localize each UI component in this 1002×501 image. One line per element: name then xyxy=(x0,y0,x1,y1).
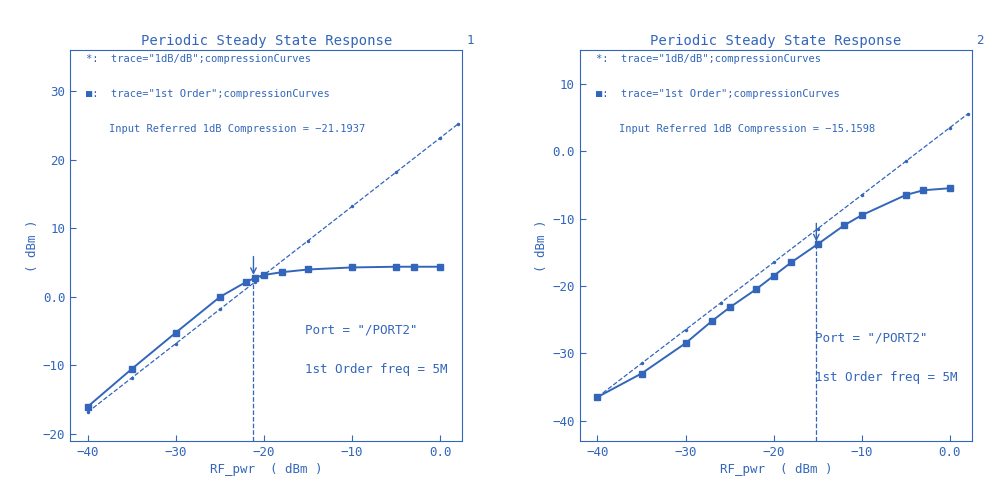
Text: Port = "/PORT2": Port = "/PORT2" xyxy=(306,324,418,337)
Text: 1: 1 xyxy=(466,35,474,48)
Text: ■:  trace="1st Order";compressionCurves: ■: trace="1st Order";compressionCurves xyxy=(595,89,840,99)
X-axis label: RF_pwr  ( dBm ): RF_pwr ( dBm ) xyxy=(719,463,832,476)
Text: Input Referred 1dB Compression = −15.1598: Input Referred 1dB Compression = −15.159… xyxy=(619,124,876,134)
Text: 1st Order freq = 5M: 1st Order freq = 5M xyxy=(306,363,448,376)
Y-axis label: ( dBm ): ( dBm ) xyxy=(535,219,548,272)
X-axis label: RF_pwr  ( dBm ): RF_pwr ( dBm ) xyxy=(210,463,323,476)
Text: *:  trace="1dB/dB";compressionCurves: *: trace="1dB/dB";compressionCurves xyxy=(595,54,821,64)
Title: Periodic Steady State Response: Periodic Steady State Response xyxy=(650,34,902,48)
Text: ■:  trace="1st Order";compressionCurves: ■: trace="1st Order";compressionCurves xyxy=(86,89,330,99)
Text: 2: 2 xyxy=(976,35,983,48)
Title: Periodic Steady State Response: Periodic Steady State Response xyxy=(140,34,392,48)
Text: Port = "/PORT2": Port = "/PORT2" xyxy=(815,332,928,345)
Text: Input Referred 1dB Compression = −21.1937: Input Referred 1dB Compression = −21.193… xyxy=(109,124,366,134)
Text: *:  trace="1dB/dB";compressionCurves: *: trace="1dB/dB";compressionCurves xyxy=(86,54,311,64)
Y-axis label: ( dBm ): ( dBm ) xyxy=(26,219,39,272)
Text: 1st Order freq = 5M: 1st Order freq = 5M xyxy=(815,371,958,384)
